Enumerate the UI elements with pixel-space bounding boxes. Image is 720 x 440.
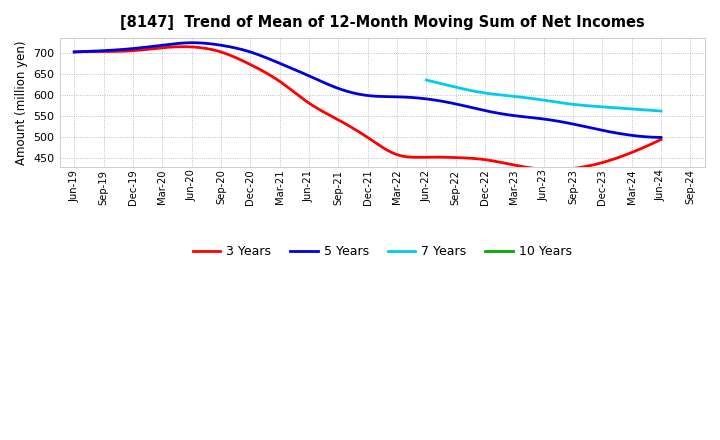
7 Years — [566, 101, 575, 106]
5 Years — [70, 49, 78, 55]
Line: 7 Years: 7 Years — [426, 80, 661, 111]
3 Years — [419, 154, 428, 160]
3 Years — [72, 49, 81, 55]
3 Years — [568, 166, 577, 171]
5 Years — [188, 40, 197, 45]
3 Years — [421, 154, 430, 160]
Title: [8147]  Trend of Mean of 12-Month Moving Sum of Net Incomes: [8147] Trend of Mean of 12-Month Moving … — [120, 15, 644, 30]
Line: 5 Years: 5 Years — [74, 43, 661, 137]
5 Years — [431, 98, 440, 103]
Line: 3 Years: 3 Years — [74, 47, 661, 169]
7 Years — [423, 77, 431, 83]
7 Years — [562, 101, 570, 106]
Legend: 3 Years, 5 Years, 7 Years, 10 Years: 3 Years, 5 Years, 7 Years, 10 Years — [187, 240, 577, 263]
7 Years — [561, 101, 570, 106]
7 Years — [635, 107, 644, 112]
7 Years — [657, 108, 665, 114]
Y-axis label: Amount (million yen): Amount (million yen) — [15, 40, 28, 165]
5 Years — [567, 121, 575, 126]
5 Years — [72, 49, 81, 55]
5 Years — [603, 129, 612, 134]
7 Years — [422, 77, 431, 83]
5 Years — [419, 96, 428, 101]
3 Years — [70, 49, 78, 55]
3 Years — [657, 137, 665, 142]
3 Years — [549, 167, 557, 172]
3 Years — [431, 154, 440, 160]
5 Years — [421, 96, 430, 102]
7 Years — [620, 106, 629, 111]
5 Years — [657, 135, 665, 140]
3 Years — [606, 158, 614, 163]
3 Years — [180, 44, 189, 49]
